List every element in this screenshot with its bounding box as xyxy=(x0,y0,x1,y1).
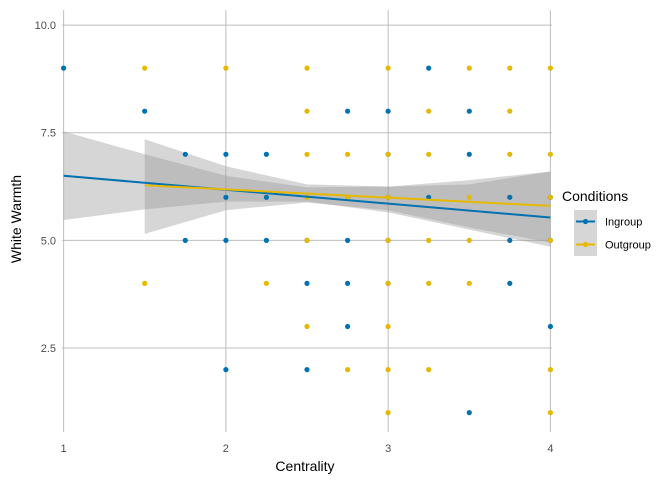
point-ingroup xyxy=(223,151,229,157)
point-outgroup xyxy=(304,323,310,330)
point-outgroup xyxy=(385,323,391,330)
point-ingroup xyxy=(426,194,432,200)
point-outgroup xyxy=(547,237,554,243)
point-ingroup xyxy=(263,151,269,157)
point-ingroup xyxy=(182,151,188,157)
x-tick-label: 2 xyxy=(223,443,229,455)
point-ingroup xyxy=(223,237,229,243)
legend-label-ingroup: Ingroup xyxy=(605,217,642,229)
axis-labels: 1 2 3 4 2.5 5.0 7.5 10.0 xyxy=(35,20,554,455)
point-outgroup xyxy=(507,65,513,71)
fit-line-outgroup xyxy=(144,184,551,207)
point-outgroup xyxy=(385,280,391,286)
legend-title: Conditions xyxy=(562,188,628,204)
point-outgroup xyxy=(507,108,513,114)
fit-line-ingroup xyxy=(63,174,551,219)
point-outgroup xyxy=(466,65,472,71)
point-outgroup xyxy=(547,194,554,200)
point-outgroup xyxy=(547,65,554,71)
data-points xyxy=(61,65,554,416)
x-tick-label: 3 xyxy=(385,443,391,455)
point-outgroup xyxy=(142,65,148,71)
point-outgroup xyxy=(507,151,513,157)
point-outgroup xyxy=(426,367,432,373)
point-outgroup xyxy=(426,108,432,114)
point-outgroup xyxy=(385,367,391,373)
point-ingroup xyxy=(345,237,351,243)
point-ingroup xyxy=(507,237,513,243)
legend-items: Ingroup Outgroup xyxy=(574,210,651,256)
point-outgroup xyxy=(385,65,391,71)
point-ingroup xyxy=(345,280,351,286)
point-outgroup xyxy=(426,237,432,243)
point-outgroup xyxy=(142,280,148,286)
point-outgroup xyxy=(547,151,554,157)
point-ingroup xyxy=(223,194,229,200)
x-tick-label: 1 xyxy=(61,443,67,455)
point-ingroup xyxy=(466,151,472,157)
point-ingroup xyxy=(466,108,472,114)
point-ingroup xyxy=(61,65,67,71)
point-ingroup xyxy=(263,194,269,200)
point-ingroup xyxy=(304,280,310,286)
y-axis-title: White Warmth xyxy=(8,175,24,263)
point-ingroup xyxy=(345,323,351,330)
y-tick-label: 2.5 xyxy=(41,343,56,355)
point-outgroup xyxy=(385,151,391,157)
point-ingroup xyxy=(507,194,513,200)
point-ingroup xyxy=(304,367,310,373)
point-ingroup xyxy=(345,108,351,114)
legend-label-outgroup: Outgroup xyxy=(605,240,651,252)
legend-point-ingroup xyxy=(582,218,589,225)
point-outgroup xyxy=(304,108,310,114)
point-outgroup xyxy=(304,237,310,243)
point-outgroup xyxy=(385,237,391,243)
point-ingroup xyxy=(182,237,188,243)
point-outgroup xyxy=(547,367,554,373)
point-ingroup xyxy=(426,65,432,71)
point-outgroup xyxy=(304,151,310,157)
point-outgroup xyxy=(547,410,554,416)
point-outgroup xyxy=(304,65,310,71)
point-ingroup xyxy=(223,367,229,373)
fit-lines xyxy=(63,174,551,219)
point-ingroup xyxy=(385,108,391,114)
point-ingroup xyxy=(547,323,554,330)
point-outgroup xyxy=(223,65,229,71)
point-ingroup xyxy=(142,108,148,114)
point-outgroup xyxy=(385,410,391,416)
ci-band-outgroup xyxy=(144,139,551,243)
point-outgroup xyxy=(426,151,432,157)
point-ingroup xyxy=(507,280,513,286)
x-tick-label: 4 xyxy=(547,443,553,455)
legend: Conditions Ingroup Outgroup xyxy=(562,188,651,256)
point-outgroup xyxy=(466,237,472,243)
confidence-bands xyxy=(63,131,551,247)
grid-layer xyxy=(62,10,552,432)
point-ingroup xyxy=(466,410,472,416)
x-axis-title: Centrality xyxy=(275,458,334,474)
legend-point-outgroup xyxy=(582,241,589,248)
ci-band-ingroup xyxy=(63,131,551,247)
point-ingroup xyxy=(263,237,269,243)
y-tick-label: 5.0 xyxy=(41,235,56,247)
y-tick-label: 10.0 xyxy=(35,20,56,32)
point-outgroup xyxy=(345,151,351,157)
y-tick-label: 7.5 xyxy=(41,128,56,140)
point-outgroup xyxy=(263,280,269,286)
point-outgroup xyxy=(466,194,472,200)
point-outgroup xyxy=(426,280,432,286)
point-outgroup xyxy=(466,280,472,286)
point-outgroup xyxy=(345,367,351,373)
